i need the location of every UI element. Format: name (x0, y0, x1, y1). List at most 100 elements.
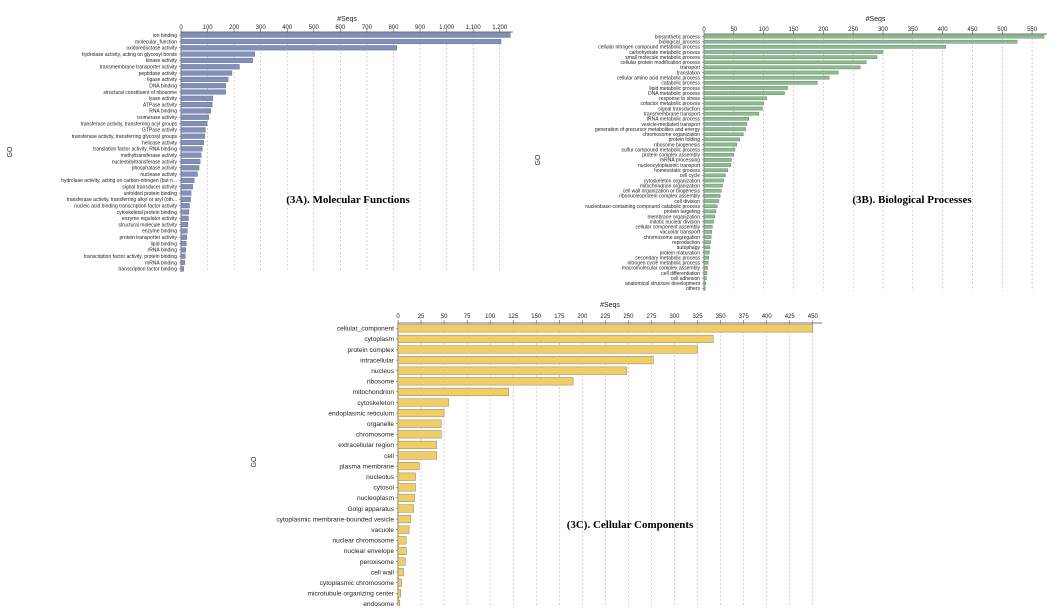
category-label: vacuole (371, 527, 394, 534)
category-label: mitochondrion (353, 389, 395, 396)
category-label: protein complex assembly (642, 153, 700, 159)
x-tick-label: 400 (282, 25, 293, 31)
category-label: cytoplasmic membrane-bounded vesicle (276, 516, 394, 523)
bar (703, 163, 732, 167)
category-label: organelle (367, 421, 394, 428)
bar (180, 133, 206, 139)
x-axis-title: #Seqs (866, 16, 886, 23)
category-label: catabolic process (661, 81, 700, 87)
x-axis-title: #Seqs (337, 16, 357, 23)
bar (703, 65, 861, 70)
bar (180, 259, 185, 266)
x-tick-label: 200 (577, 314, 588, 320)
bar (180, 177, 195, 183)
category-label: ion binding (153, 33, 177, 39)
category-label: protein maturation (660, 250, 701, 256)
bar (397, 324, 813, 333)
bar (180, 146, 203, 152)
category-label: ribonucleoprotein complex assembly (619, 194, 700, 200)
category-label: lipid binding (151, 241, 178, 247)
category-label: vacuolar transport (660, 230, 701, 236)
category-label: transmembrane transporter activity (100, 65, 178, 71)
bar (180, 89, 226, 95)
bar (703, 255, 709, 260)
x-tick-label: 350 (908, 27, 919, 33)
category-label: membrane organization (647, 214, 700, 220)
category-label: mRNA processing (660, 158, 700, 164)
category-label: signal transducer activity (122, 185, 177, 191)
bar (180, 247, 186, 253)
bar (703, 152, 735, 157)
bar (703, 235, 712, 239)
bar (703, 271, 708, 275)
category-label: cellular nitrogen compound metabolic pro… (598, 45, 700, 51)
category-label: homeostatic process (654, 168, 700, 174)
bar (180, 51, 256, 57)
category-label: Golgi apparatus (347, 506, 394, 513)
category-label: autophagy (677, 245, 701, 251)
category-label: nucleoplasm (357, 495, 395, 502)
bar (180, 95, 214, 101)
bar (703, 281, 706, 286)
bar (397, 430, 442, 439)
x-tick-label: 1,200 (492, 25, 508, 31)
bar (703, 204, 718, 208)
category-label: transferase activity, transferring glyco… (72, 134, 178, 140)
chart-caption: (3C). Cellular Components (567, 519, 694, 531)
x-tick-label: 450 (967, 27, 978, 33)
category-label: nucleotidyltransferase activity (112, 159, 178, 165)
category-label: transport (680, 65, 700, 71)
bar (180, 196, 191, 202)
x-tick-label: 325 (693, 314, 704, 320)
x-tick-label: 1,000 (439, 25, 455, 31)
bar (180, 83, 226, 89)
bar (397, 472, 416, 481)
category-label: extracellular region (338, 442, 394, 449)
category-label: cell wall organization or biogenesis (623, 189, 701, 195)
category-label: cellular amino acid metabolic process (617, 75, 701, 81)
category-label: mitochondrion organization (640, 183, 700, 189)
bar (397, 578, 402, 587)
bar (703, 75, 830, 80)
bar (397, 525, 410, 534)
x-tick-label: 800 (388, 25, 399, 31)
biological-processes-chart: 0 50 100 150 200 250 300 350 400 450 500 550 #Seqs GO… (535, 16, 1047, 292)
bar (703, 158, 732, 162)
x-tick-label: 250 (848, 27, 859, 33)
bar (397, 451, 437, 460)
bar (703, 188, 722, 193)
bar (180, 102, 213, 108)
category-label: cell differentiation (661, 271, 700, 277)
bar (180, 45, 397, 51)
category-label: cytoplasmic chromosome (320, 580, 395, 587)
bar (397, 557, 406, 566)
category-label: others (686, 286, 700, 292)
category-label: nucleobase-containing compound catabolic… (585, 204, 700, 210)
bar (180, 209, 190, 215)
bar (397, 334, 714, 343)
bar (703, 127, 746, 131)
x-tick-label: 275 (646, 314, 657, 320)
category-label: transcription factor binding (118, 267, 177, 273)
category-label: reproduction (672, 240, 700, 246)
category-label: response to stress (659, 96, 700, 102)
bar (703, 55, 878, 59)
bar (703, 178, 724, 183)
y-axis-title: GO (251, 456, 258, 467)
x-tick-label: 300 (670, 314, 681, 320)
category-label: cofactor metabolic process (641, 101, 701, 107)
x-tick-label: 100 (485, 314, 496, 320)
category-label: transcription factor activity, protein b… (84, 254, 177, 260)
bar (703, 230, 712, 234)
category-label: cytoskeleton (357, 400, 394, 407)
category-label: phosphatase activity (132, 166, 178, 172)
bar (180, 165, 200, 171)
bar (397, 515, 412, 524)
category-label: cytoplasm (364, 336, 394, 343)
category-label: unfolded protein binding (124, 191, 178, 197)
bar (180, 64, 240, 70)
bar (397, 356, 654, 365)
bar (703, 214, 715, 219)
bar (703, 199, 720, 203)
x-tick-label: 200 (229, 25, 240, 31)
